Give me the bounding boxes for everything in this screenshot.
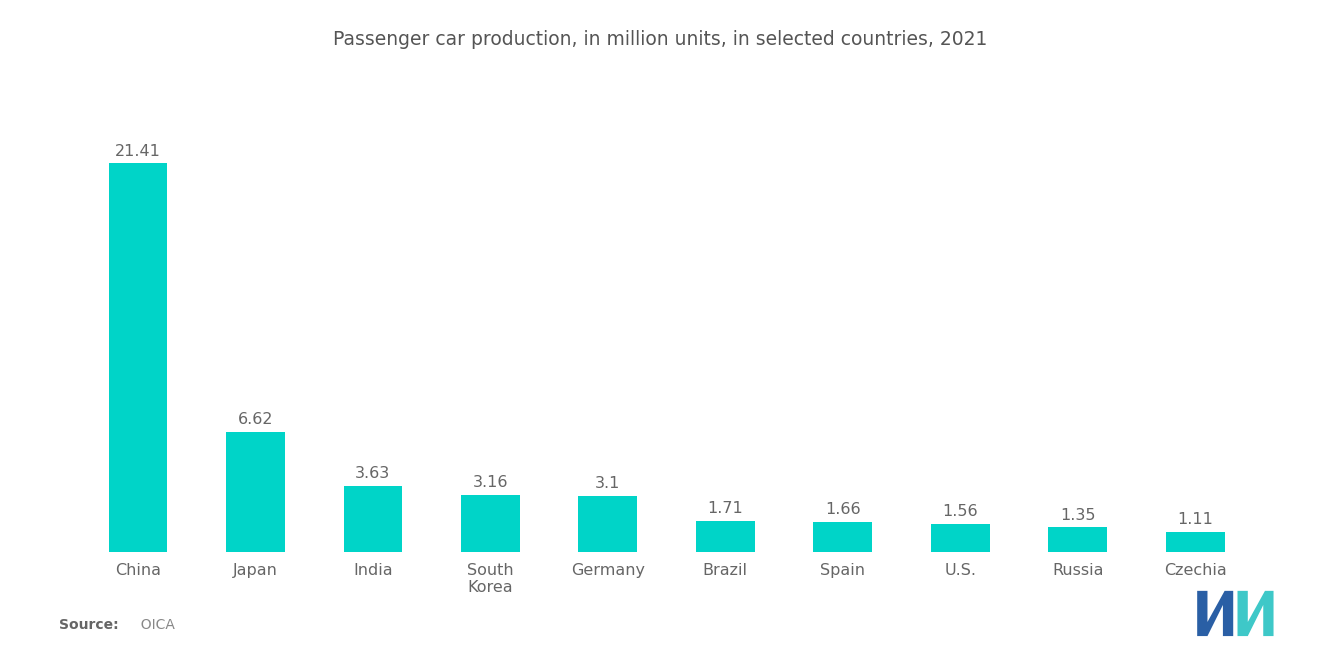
- Text: Passenger car production, in million units, in selected countries, 2021: Passenger car production, in million uni…: [333, 30, 987, 49]
- Bar: [108, 163, 168, 552]
- Bar: [1166, 532, 1225, 552]
- Bar: [931, 523, 990, 552]
- Text: 3.1: 3.1: [595, 476, 620, 491]
- Text: OICA: OICA: [132, 618, 174, 632]
- Bar: [813, 522, 873, 552]
- Text: 21.41: 21.41: [115, 144, 161, 159]
- Text: 3.16: 3.16: [473, 475, 508, 490]
- Text: 3.63: 3.63: [355, 466, 391, 481]
- Bar: [578, 495, 638, 552]
- Bar: [1048, 527, 1107, 552]
- Text: 1.66: 1.66: [825, 502, 861, 517]
- Text: 1.71: 1.71: [708, 501, 743, 516]
- Bar: [696, 521, 755, 552]
- Bar: [343, 486, 403, 552]
- Bar: [461, 495, 520, 552]
- Polygon shape: [1238, 591, 1274, 636]
- Text: 1.35: 1.35: [1060, 508, 1096, 523]
- Text: 6.62: 6.62: [238, 412, 273, 427]
- Polygon shape: [1197, 591, 1233, 636]
- Text: 1.11: 1.11: [1177, 512, 1213, 527]
- Bar: [226, 432, 285, 552]
- Text: 1.56: 1.56: [942, 504, 978, 519]
- Text: Source:: Source:: [59, 618, 119, 632]
